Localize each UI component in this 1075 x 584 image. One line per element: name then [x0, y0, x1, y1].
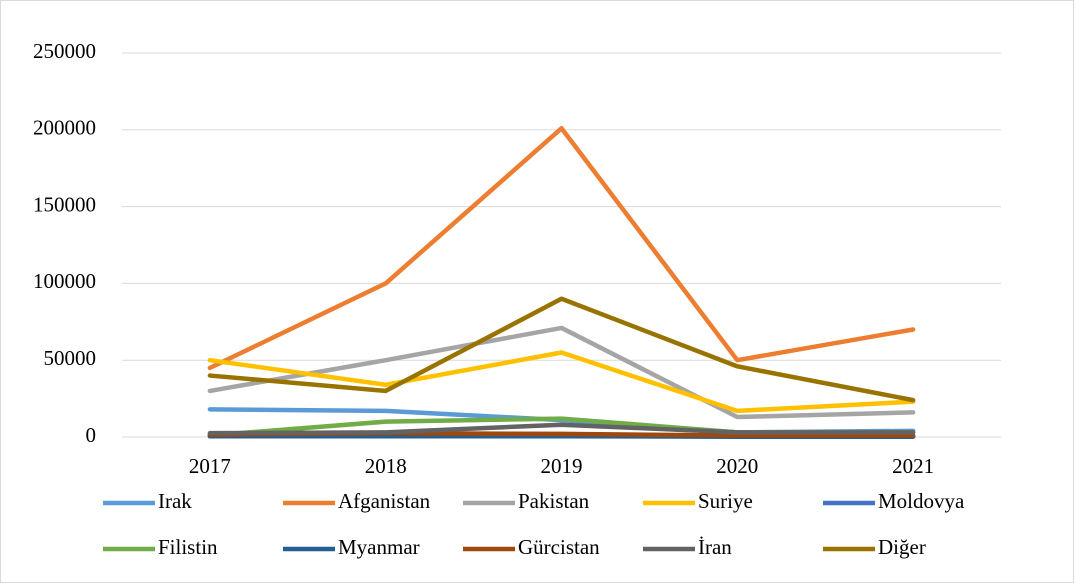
- legend-label: Afganistan: [338, 489, 431, 513]
- y-tick-label: 250000: [33, 39, 96, 63]
- legend-label: Irak: [158, 489, 192, 513]
- y-tick-label: 150000: [33, 192, 96, 216]
- series-line: [207, 296, 916, 403]
- x-tick-label: 2021: [892, 454, 934, 478]
- legend-label: Diğer: [878, 535, 926, 559]
- y-tick-label: 50000: [44, 346, 97, 370]
- legend-label: Pakistan: [518, 489, 590, 513]
- series-line: [207, 325, 916, 420]
- series-line: [207, 422, 916, 436]
- y-tick-label: 200000: [33, 116, 96, 140]
- legend-label: Moldovya: [878, 489, 965, 513]
- legend-label: İran: [698, 535, 732, 559]
- x-tick-label: 2020: [716, 454, 758, 478]
- legend-label: Filistin: [158, 535, 218, 559]
- legend-label: Gürcistan: [518, 535, 600, 559]
- y-tick-label: 100000: [33, 269, 96, 293]
- series-line: [207, 350, 916, 414]
- series-line: [207, 126, 916, 371]
- x-tick-label: 2019: [541, 454, 583, 478]
- x-tick-label: 2018: [365, 454, 407, 478]
- legend-label: Myanmar: [338, 535, 420, 559]
- legend-label: Suriye: [698, 489, 753, 513]
- y-tick-label: 0: [86, 423, 97, 447]
- x-tick-label: 2017: [189, 454, 231, 478]
